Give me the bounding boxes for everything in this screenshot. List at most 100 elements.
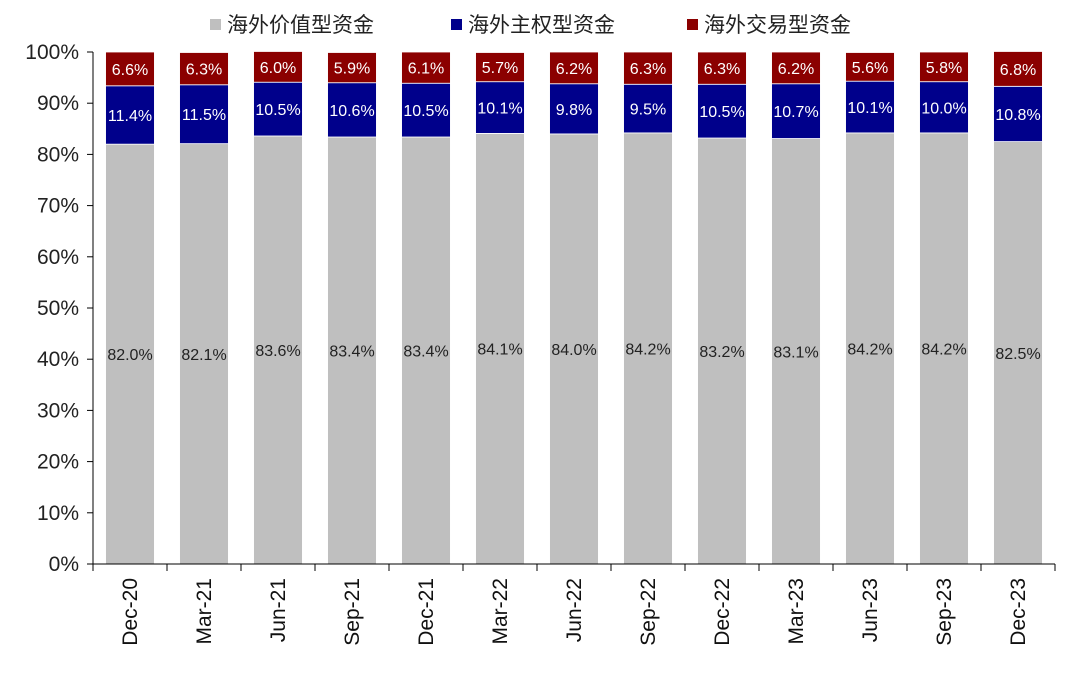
bars: 82.0% 11.4% 6.6% 82.1% 11.5% 6.3% 83.6% 10.5% 6.… [105, 51, 1043, 565]
bar-segment-sovereign-funds [179, 84, 229, 145]
bar-segment-value-funds [549, 133, 599, 565]
x-axis: Dec-20 Mar-21 Jun-21 Sep-21 Dec-21 Mar-22 Jun-… [92, 563, 1056, 646]
legend-swatch-trading-funds [687, 18, 698, 30]
data-label: 10.7% [773, 104, 818, 121]
data-label: 5.6% [852, 60, 888, 77]
data-label: 83.2% [699, 344, 744, 361]
data-label: 9.8% [556, 102, 592, 119]
legend: 海外价值型资金 海外主权型资金 海外交易型资金 [0, 6, 1080, 42]
bar-segment-value-funds [253, 135, 303, 565]
x-tick-label: Dec-22 [711, 578, 734, 646]
data-label: 10.5% [255, 102, 300, 119]
y-tick-label: 30% [37, 399, 79, 422]
bar-segment-sovereign-funds [475, 81, 525, 134]
data-label: 10.8% [995, 107, 1040, 124]
bar-segment-sovereign-funds [697, 83, 747, 139]
bar-segment-sovereign-funds [401, 82, 451, 138]
data-label: 6.3% [186, 62, 222, 79]
y-tick-label: 90% [37, 92, 79, 115]
data-label: 6.2% [556, 61, 592, 78]
y-tick-label: 40% [37, 348, 79, 371]
data-label: 10.5% [699, 104, 744, 121]
bar-segment-sovereign-funds [771, 83, 821, 139]
data-label: 6.1% [408, 61, 444, 78]
bar-segment-value-funds [105, 143, 155, 565]
data-label: 5.7% [482, 60, 518, 77]
bar-segment-trading-funds [697, 51, 747, 85]
bar-segment-value-funds [327, 136, 377, 565]
data-label: 10.6% [329, 103, 374, 120]
data-label: 10.0% [921, 100, 966, 117]
x-tick-label: Mar-23 [785, 578, 808, 645]
bar-segment-trading-funds [475, 52, 525, 83]
x-tick-label: Dec-21 [415, 578, 438, 646]
data-label: 5.8% [926, 60, 962, 77]
bar-segment-trading-funds [993, 51, 1043, 87]
x-tick-label: Sep-21 [341, 578, 364, 646]
x-tick-label: Jun-21 [267, 578, 290, 642]
data-label: 84.0% [551, 342, 596, 359]
bar-segment-trading-funds [401, 51, 451, 84]
legend-label-sovereign-funds: 海外主权型资金 [468, 13, 615, 37]
bar-segment-trading-funds [105, 51, 155, 87]
data-label: 10.5% [403, 103, 448, 120]
y-tick-label: 20% [37, 451, 79, 474]
bar-segment-sovereign-funds [253, 81, 303, 137]
legend-item-value-funds: 海外价值型资金 [210, 6, 374, 42]
bar-segment-trading-funds [771, 51, 821, 85]
bar-segment-sovereign-funds [549, 83, 599, 135]
x-tick-label: Dec-23 [1007, 578, 1030, 646]
x-tick-label: Jun-23 [859, 578, 882, 642]
data-label: 6.3% [704, 61, 740, 78]
data-label: 83.4% [403, 343, 448, 360]
legend-label-trading-funds: 海外交易型资金 [704, 13, 851, 37]
data-label: 10.1% [477, 101, 522, 118]
bar-segment-sovereign-funds [993, 85, 1043, 143]
legend-swatch-value-funds [210, 18, 221, 30]
data-label: 9.5% [630, 102, 666, 119]
bar-segment-trading-funds [549, 51, 599, 85]
bar-segment-sovereign-funds [623, 83, 673, 134]
x-tick-label: Sep-22 [637, 578, 660, 646]
legend-label-value-funds: 海外价值型资金 [227, 13, 374, 37]
y-tick-label: 10% [37, 502, 79, 525]
data-label: 84.2% [847, 341, 892, 358]
data-label: 6.3% [630, 61, 666, 78]
data-label: 5.9% [334, 61, 370, 78]
bar-segment-trading-funds [327, 52, 377, 84]
y-tick-label: 50% [37, 297, 79, 320]
bar-segment-value-funds [919, 132, 969, 565]
data-label: 6.6% [112, 62, 148, 79]
bar-segment-trading-funds [919, 51, 969, 83]
x-tick-label: Mar-22 [489, 578, 512, 645]
bar-segment-value-funds [623, 132, 673, 565]
y-tick-label: 70% [37, 195, 79, 218]
y-tick-label: 0% [49, 553, 79, 576]
data-label: 83.6% [255, 343, 300, 360]
bar-segment-value-funds [475, 133, 525, 565]
y-tick-label: 100% [25, 41, 79, 64]
data-label: 84.2% [625, 341, 670, 358]
data-label: 11.5% [182, 107, 226, 124]
data-label: 83.1% [773, 344, 818, 361]
data-label: 84.2% [921, 341, 966, 358]
x-tick-label: Jun-22 [563, 578, 586, 642]
legend-item-trading-funds: 海外交易型资金 [687, 6, 851, 42]
x-tick-label: Mar-21 [193, 578, 216, 645]
y-axis: 0% 10% 20% 30% 40% 50% 60% 70% 80% 90% 100% [25, 41, 94, 576]
data-label: 6.0% [260, 60, 296, 77]
x-tick-label: Sep-23 [933, 578, 956, 646]
data-label: 11.4% [108, 108, 152, 125]
data-label: 82.1% [181, 347, 226, 364]
bar-segment-value-funds [697, 137, 747, 565]
bar-segment-trading-funds [253, 51, 303, 83]
bar-segment-trading-funds [845, 52, 895, 82]
bar-segment-value-funds [993, 141, 1043, 565]
y-tick-label: 80% [37, 143, 79, 166]
bar-segment-value-funds [845, 132, 895, 565]
data-label: 83.4% [329, 343, 374, 360]
bar-segment-value-funds [771, 138, 821, 565]
data-label: 6.8% [1000, 62, 1036, 79]
bar-segment-trading-funds [623, 51, 673, 85]
bar-segment-sovereign-funds [845, 80, 895, 134]
